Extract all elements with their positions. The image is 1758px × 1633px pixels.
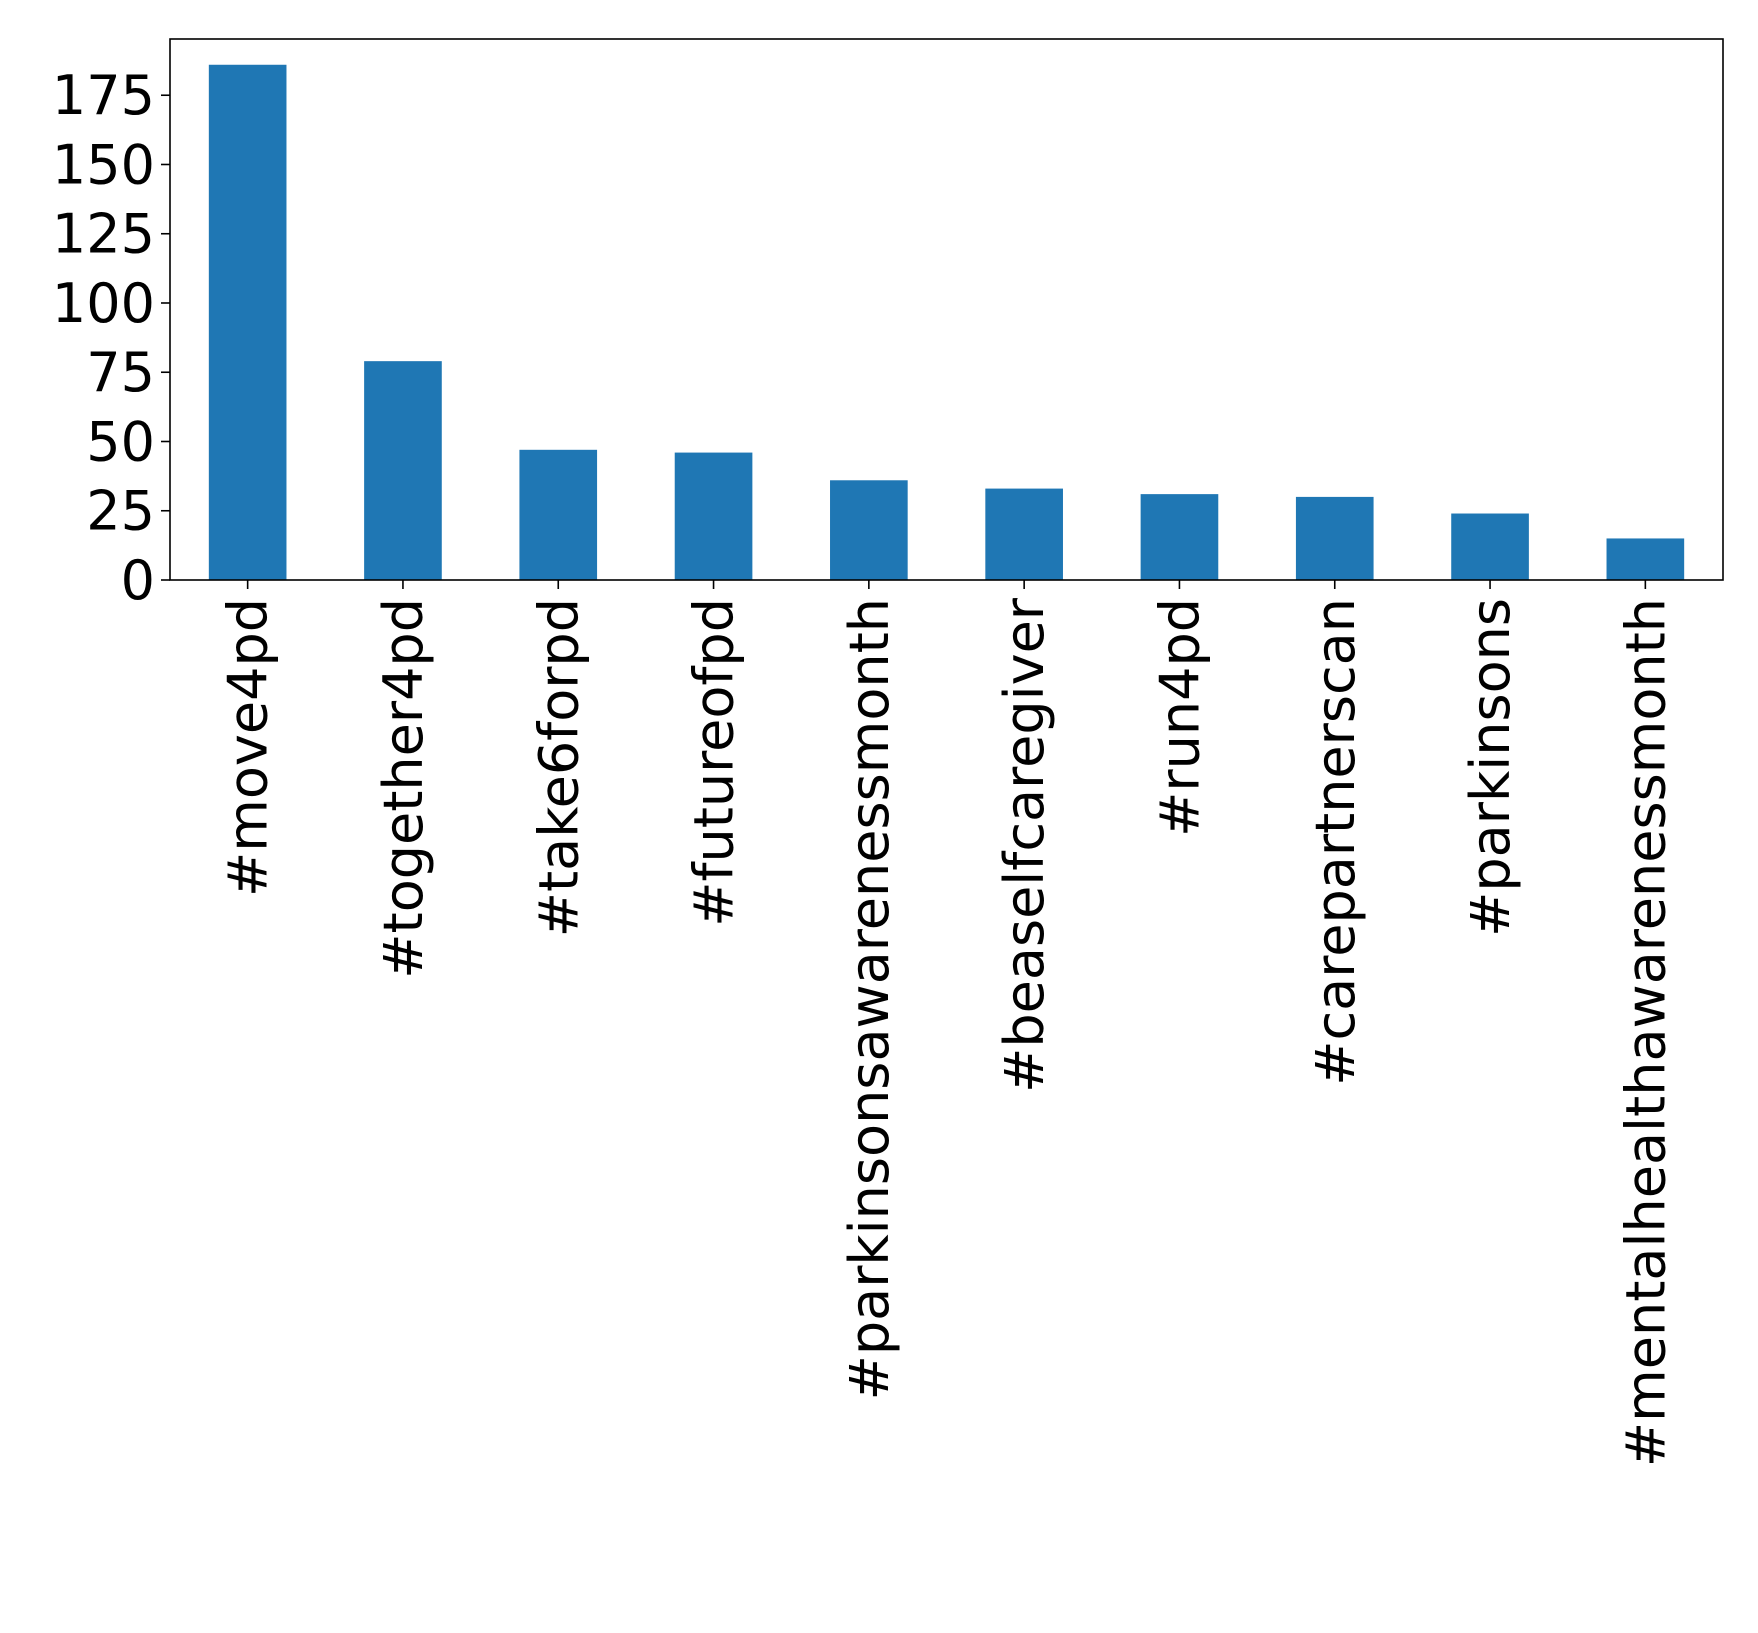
x-tick-label: #futureofpd [683,598,746,927]
x-tick-label: #run4pd [1148,598,1211,837]
x-tick-label: #together4pd [372,598,435,979]
y-tick-label: 25 [86,480,155,543]
y-tick-label: 100 [52,272,155,335]
bar-move4pd [208,64,287,580]
x-axis: #move4pd #together4pd #take6forpd #futureof… [217,580,1677,1467]
x-tick-label: #parkinsons [1459,598,1522,937]
y-tick-label: 75 [86,341,155,404]
bar-carepartnerscan [1295,496,1374,580]
bar-parkinsons [1451,513,1529,580]
bar-run4pd [1140,494,1219,580]
plot-area-frame [169,38,1724,581]
x-tick-label: #parkinsonsawarenessmonth [838,598,901,1400]
bars-group [208,64,1685,580]
bar-beaselfcaregiver [985,488,1063,580]
y-tick-label: 50 [86,410,155,473]
bar-mentalhealthawarenessmonth [1606,538,1685,580]
x-tick-label: #mentalhealthawarenessmonth [1614,598,1677,1467]
bar-futureofpd [674,452,753,580]
y-tick-label: 0 [121,549,155,612]
y-tick-label: 125 [52,203,155,266]
x-tick-label: #move4pd [217,598,280,897]
y-tick-label: 150 [52,133,155,196]
x-tick-label: #beaselfcaregiver [993,597,1056,1093]
bar-together4pd [364,361,442,580]
x-tick-label: #carepartnerscan [1304,598,1367,1086]
bar-take6forpd [519,449,598,580]
bar-parkinsonsawarenessmonth [830,480,908,580]
x-tick-label: #take6forpd [527,598,590,937]
y-tick-label: 175 [52,64,155,127]
